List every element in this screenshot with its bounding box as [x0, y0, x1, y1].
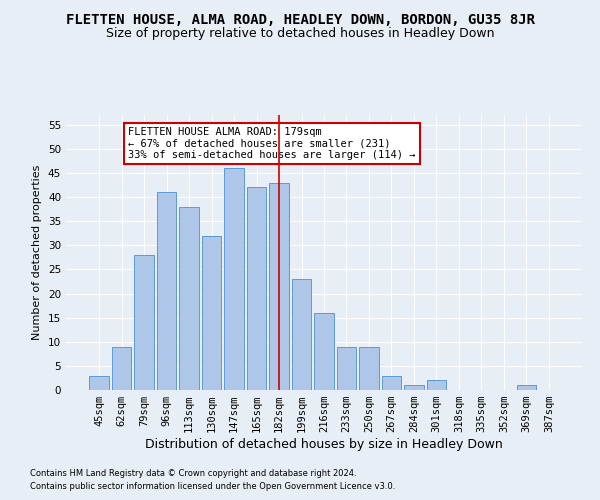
Y-axis label: Number of detached properties: Number of detached properties [32, 165, 43, 340]
X-axis label: Distribution of detached houses by size in Headley Down: Distribution of detached houses by size … [145, 438, 503, 451]
Bar [247, 188, 266, 390]
Bar [269, 182, 289, 390]
Bar [404, 385, 424, 390]
Bar [359, 346, 379, 390]
Bar [314, 313, 334, 390]
Bar [202, 236, 221, 390]
Text: Contains HM Land Registry data © Crown copyright and database right 2024.: Contains HM Land Registry data © Crown c… [30, 468, 356, 477]
Bar [337, 346, 356, 390]
Bar [157, 192, 176, 390]
Bar [179, 206, 199, 390]
Bar [89, 376, 109, 390]
Bar [382, 376, 401, 390]
Text: FLETTEN HOUSE, ALMA ROAD, HEADLEY DOWN, BORDON, GU35 8JR: FLETTEN HOUSE, ALMA ROAD, HEADLEY DOWN, … [65, 12, 535, 26]
Bar [292, 279, 311, 390]
Bar [112, 346, 131, 390]
Bar [224, 168, 244, 390]
Bar [134, 255, 154, 390]
Bar [427, 380, 446, 390]
Text: Contains public sector information licensed under the Open Government Licence v3: Contains public sector information licen… [30, 482, 395, 491]
Text: Size of property relative to detached houses in Headley Down: Size of property relative to detached ho… [106, 28, 494, 40]
Bar [517, 385, 536, 390]
Text: FLETTEN HOUSE ALMA ROAD: 179sqm
← 67% of detached houses are smaller (231)
33% o: FLETTEN HOUSE ALMA ROAD: 179sqm ← 67% of… [128, 127, 416, 160]
